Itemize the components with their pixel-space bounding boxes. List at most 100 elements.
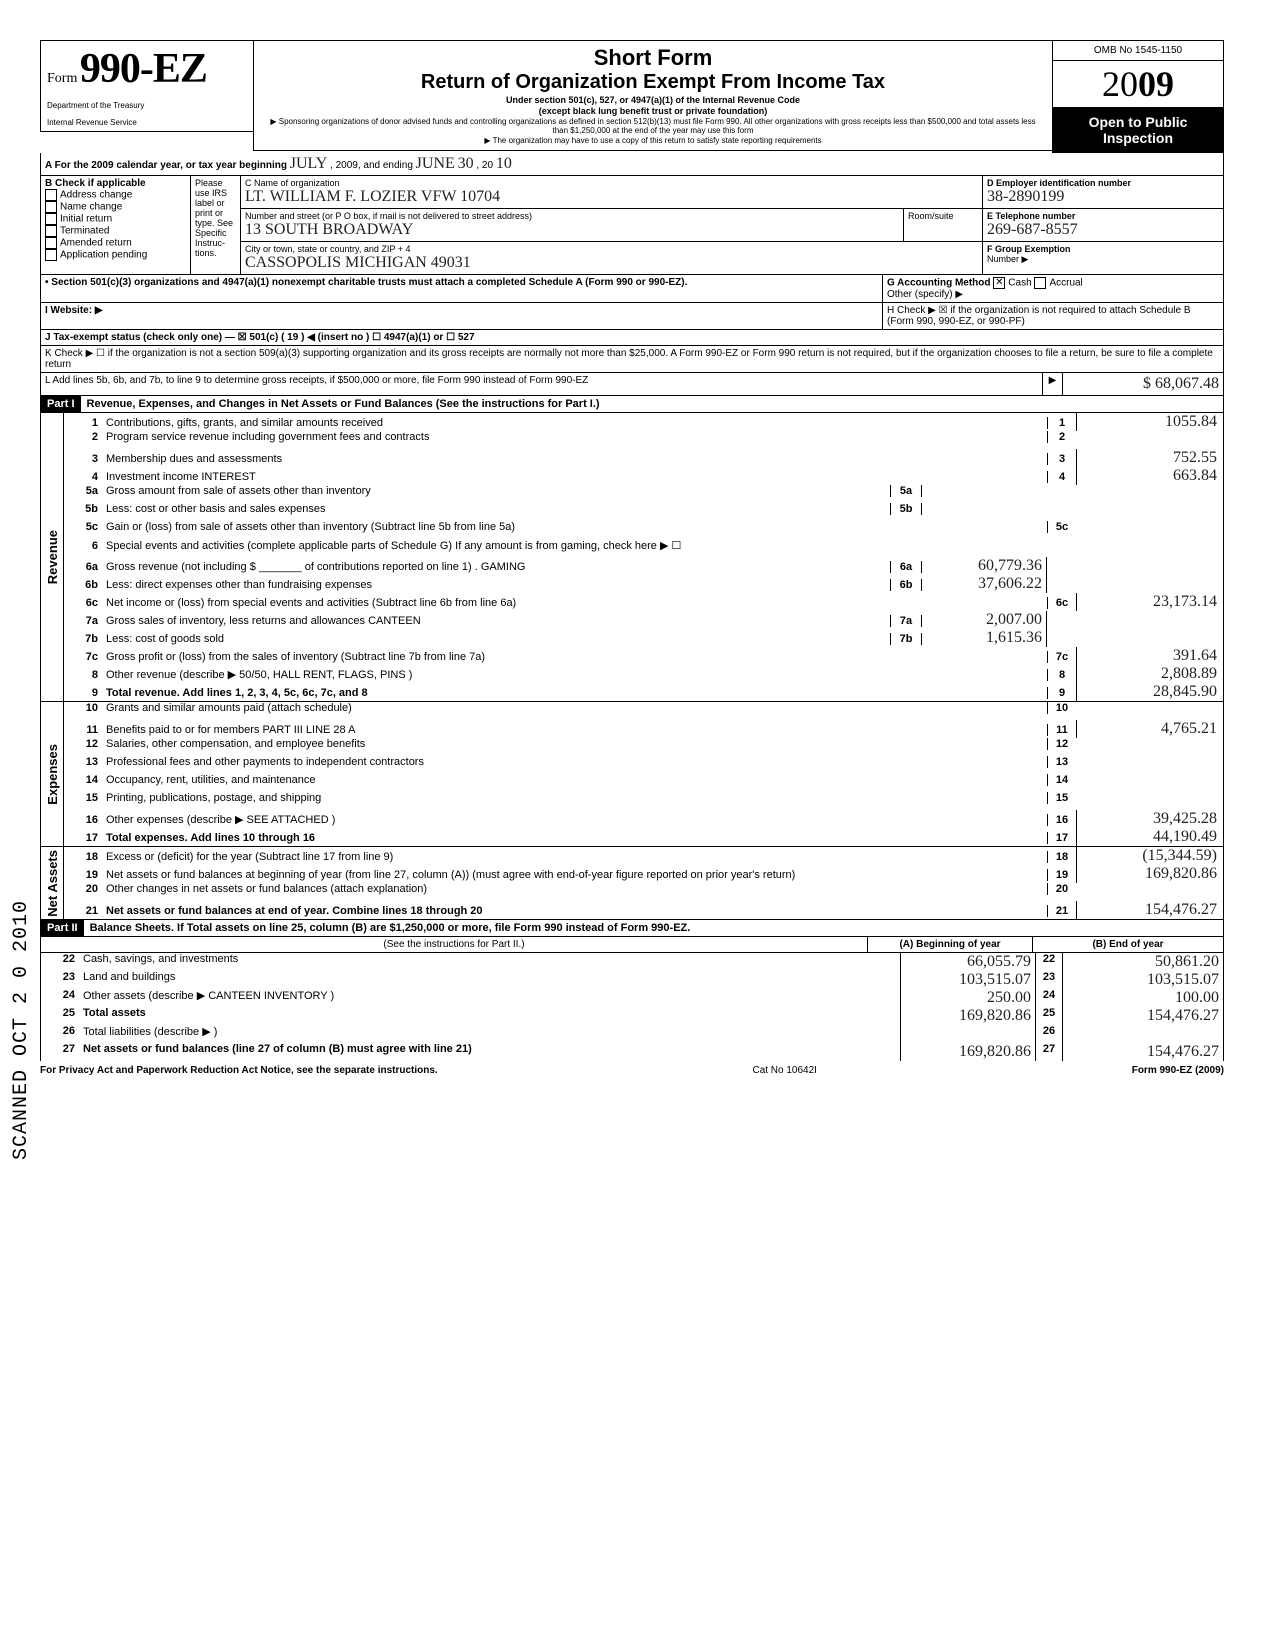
line-17: 17Total expenses. Add lines 10 through 1… <box>63 828 1224 847</box>
k-row: K Check ▶ ☐ if the organization is not a… <box>40 346 1224 373</box>
bal-col-b: (B) End of year <box>1032 937 1223 952</box>
line-6c: 6cNet income or (loss) from special even… <box>63 593 1224 611</box>
e-value[interactable]: 269-687-8557 <box>987 221 1219 239</box>
bal-col-a: (A) Beginning of year <box>867 937 1032 952</box>
f-label: F Group Exemption <box>987 244 1071 254</box>
note-1: ▶ Sponsoring organizations of donor advi… <box>262 117 1044 135</box>
title-cell: Short Form Return of Organization Exempt… <box>253 40 1052 151</box>
d-label: D Employer identification number <box>987 178 1131 188</box>
line-16: 16Other expenses (describe ▶ SEE ATTACHE… <box>63 810 1224 828</box>
form-number-cell: Form 990-EZ Department of the Treasury I… <box>40 40 253 132</box>
open-to-public: Open to Public Inspection <box>1053 108 1223 152</box>
b-opt-address-change[interactable]: Address change <box>45 189 186 201</box>
line-5c: 5cGain or (loss) from sale of assets oth… <box>63 521 1224 539</box>
line-a-end-day[interactable]: 30 <box>458 155 474 172</box>
line-a-mid: , 2009, and ending <box>330 160 413 171</box>
d-value[interactable]: 38-2890199 <box>987 188 1219 206</box>
revenue-label: Revenue <box>45 530 60 584</box>
line-5b: 5bLess: cost or other basis and sales ex… <box>63 503 1224 521</box>
form-prefix: Form <box>47 71 77 86</box>
h-check: H Check ▶ ☒ if the organization is not r… <box>883 303 1223 329</box>
line-a-label: A For the 2009 calendar year, or tax yea… <box>45 160 287 171</box>
g-label: G Accounting Method <box>887 278 991 289</box>
form-page: Form 990-EZ Department of the Treasury I… <box>40 40 1224 1076</box>
k-label: K Check ▶ ☐ if the organization is not a… <box>41 346 1223 372</box>
netassets-label: Net Assets <box>45 850 60 917</box>
note-2: ▶ The organization may have to use a cop… <box>262 136 1044 145</box>
line-6b: 6bLess: direct expenses other than fundr… <box>63 575 1224 593</box>
line-5a: 5aGross amount from sale of assets other… <box>63 485 1224 503</box>
line-a: A For the 2009 calendar year, or tax yea… <box>40 153 1224 176</box>
tax-year: 2009 <box>1053 61 1223 108</box>
i-website: I Website: ▶ <box>45 305 103 316</box>
city-label: City or town, state or country, and ZIP … <box>245 244 978 254</box>
b-header: B Check if applicable <box>45 178 186 189</box>
bal-line-22: 22 Cash, savings, and investments 66,055… <box>40 953 1224 971</box>
l-arrow: ▶ <box>1043 373 1063 395</box>
addr-value[interactable]: 13 SOUTH BROADWAY <box>245 221 899 239</box>
header-row: Form 990-EZ Department of the Treasury I… <box>40 40 1224 153</box>
line-a-begin[interactable]: JULY <box>290 155 328 172</box>
b-opt-terminated[interactable]: Terminated <box>45 225 186 237</box>
g-cash-check[interactable]: ✕ <box>993 277 1005 289</box>
dept-irs: Internal Revenue Service <box>47 118 247 127</box>
section-g-row: • Section 501(c)(3) organizations and 49… <box>40 275 1224 303</box>
b-opt-name-change[interactable]: Name change <box>45 201 186 213</box>
line-18: 18Excess or (deficit) for the year (Subt… <box>63 847 1224 865</box>
line-7a: 7aGross sales of inventory, less returns… <box>63 611 1224 629</box>
line-13: 13Professional fees and other payments t… <box>63 756 1224 774</box>
dept-treasury: Department of the Treasury <box>47 101 247 110</box>
line-a-y1: , 20 <box>476 160 493 171</box>
b-opt-initial[interactable]: Initial return <box>45 213 186 225</box>
g-accrual-check[interactable] <box>1034 277 1046 289</box>
part1-header: Part I Revenue, Expenses, and Changes in… <box>40 396 1224 413</box>
line-20: 20Other changes in net assets or fund ba… <box>63 883 1224 901</box>
bal-line-27: 27 Net assets or fund balances (line 27 … <box>40 1043 1224 1061</box>
line-2: 2Program service revenue including gover… <box>63 431 1224 449</box>
part1-desc: Revenue, Expenses, and Changes in Net As… <box>81 396 606 412</box>
part2-tag: Part II <box>41 920 84 936</box>
e-label: E Telephone number <box>987 211 1075 221</box>
line-4: 4Investment income INTEREST4663.84 <box>63 467 1224 485</box>
line-9: 9Total revenue. Add lines 1, 2, 3, 4, 5c… <box>63 683 1224 702</box>
line-10: 10Grants and similar amounts paid (attac… <box>63 702 1224 720</box>
city-value[interactable]: CASSOPOLIS MICHIGAN 49031 <box>245 254 978 272</box>
line-6a: 6aGross revenue (not including $ _______… <box>63 557 1224 575</box>
part2-desc: Balance Sheets. If Total assets on line … <box>84 920 697 936</box>
footer-privacy: For Privacy Act and Paperwork Reduction … <box>40 1065 438 1076</box>
right-header-cell: OMB No 1545-1150 2009 Open to Public Ins… <box>1052 40 1224 153</box>
page-footer: For Privacy Act and Paperwork Reduction … <box>40 1065 1224 1076</box>
netassets-section: Net Assets 18Excess or (deficit) for the… <box>40 847 1224 920</box>
line-15: 15Printing, publications, postage, and s… <box>63 792 1224 810</box>
l-value[interactable]: $ 68,067.48 <box>1063 373 1223 395</box>
please-box: Please use IRS label or print or type. S… <box>191 176 241 274</box>
scanned-stamp: SCANNED OCT 2 0 2010 <box>10 900 33 1160</box>
expenses-label: Expenses <box>45 744 60 805</box>
bal-instructions: (See the instructions for Part II.) <box>41 937 867 952</box>
revenue-section: Revenue 1Contributions, gifts, grants, a… <box>40 413 1224 702</box>
l-label: L Add lines 5b, 6b, and 7b, to line 9 to… <box>41 373 1043 395</box>
subtitle-2: (except black lung benefit trust or priv… <box>262 106 1044 116</box>
c-label: C Name of organization <box>245 178 978 188</box>
c-value[interactable]: LT. WILLIAM F. LOZIER VFW 10704 <box>245 188 978 206</box>
line-21: 21Net assets or fund balances at end of … <box>63 901 1224 920</box>
bal-line-24: 24 Other assets (describe ▶ CANTEEN INVE… <box>40 989 1224 1007</box>
bal-line-25: 25 Total assets 169,820.86 25 154,476.27 <box>40 1007 1224 1025</box>
form-number: 990-EZ <box>80 46 207 92</box>
b-opt-amended[interactable]: Amended return <box>45 237 186 249</box>
b-opt-pending[interactable]: Application pending <box>45 249 186 261</box>
expenses-section: Expenses 10Grants and similar amounts pa… <box>40 702 1224 847</box>
line-a-y2[interactable]: 10 <box>496 155 512 172</box>
footer-catno: Cat No 10642I <box>752 1065 817 1076</box>
line-19: 19Net assets or fund balances at beginni… <box>63 865 1224 883</box>
subtitle-1: Under section 501(c), 527, or 4947(a)(1)… <box>262 95 1044 105</box>
room-label: Room/suite <box>908 211 978 221</box>
footer-formno: Form 990-EZ (2009) <box>1132 1065 1224 1076</box>
line-8: 8Other revenue (describe ▶ 50/50, HALL R… <box>63 665 1224 683</box>
line-12: 12Salaries, other compensation, and empl… <box>63 738 1224 756</box>
bcdef-block: B Check if applicable Address change Nam… <box>40 176 1224 275</box>
line-7b: 7bLess: cost of goods sold7b1,615.36 <box>63 629 1224 647</box>
line-a-end-month[interactable]: JUNE <box>416 155 455 172</box>
section-note: • Section 501(c)(3) organizations and 49… <box>45 277 687 288</box>
l-row: L Add lines 5b, 6b, and 7b, to line 9 to… <box>40 373 1224 396</box>
